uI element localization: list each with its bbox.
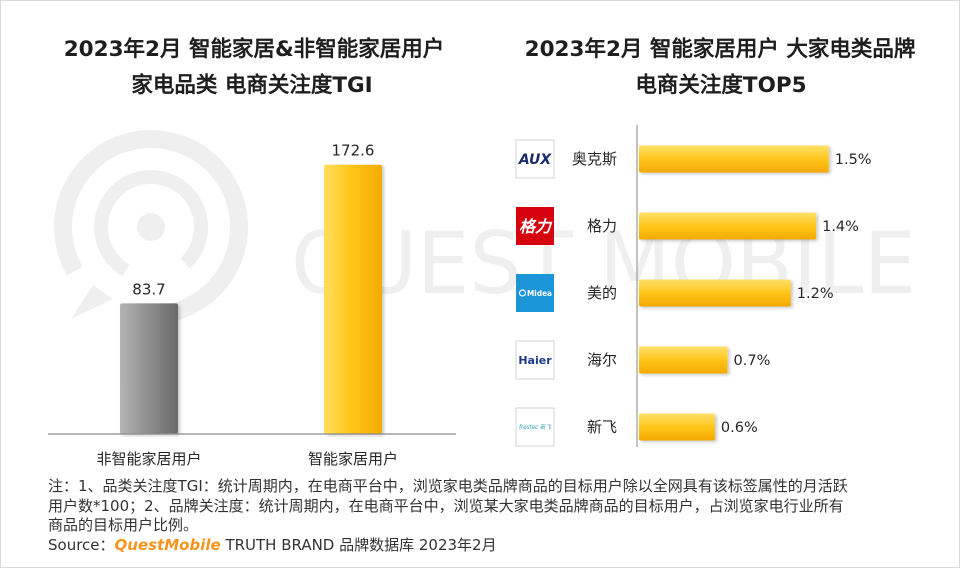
brand-value-label: 1.5%	[835, 152, 872, 168]
watermark: QUEST MOBILE	[53, 130, 916, 324]
brand-name-label: 奥克斯	[572, 150, 617, 168]
brand-bar	[639, 279, 791, 307]
logo-background	[515, 139, 555, 179]
logo-background	[516, 274, 554, 312]
tgi-bar	[120, 303, 178, 434]
brand-value-label: 0.6%	[721, 420, 758, 436]
brand-bar	[639, 346, 728, 374]
brand-value-label: 0.7%	[734, 353, 771, 369]
logo-background	[516, 207, 554, 245]
brand-chart-title-line-2: 电商关注度TOP5	[635, 72, 806, 98]
watermark-logo-icon	[53, 130, 248, 324]
tgi-chart: 2023年2月 智能家居&非智能家居用户 家电品类 电商关注度TGI 83.7 非…	[48, 36, 456, 468]
logo-text: 格力	[519, 217, 553, 236]
note-line: 用户数*100；2、品牌关注度：统计周期内，在电商平台中，浏览某大家电类品牌商品…	[48, 496, 844, 515]
brand-name-label: 新飞	[587, 418, 617, 436]
logo-text: Midea	[527, 289, 552, 298]
note-line: 商品的目标用户比例。	[48, 516, 199, 534]
tgi-bar	[324, 164, 382, 434]
logo-text: frestec 新飞	[519, 423, 552, 431]
source-label: Source：	[48, 535, 115, 554]
brand-name-label: 格力	[587, 217, 617, 235]
brand-value-label: 1.2%	[797, 286, 834, 302]
logo-background	[515, 340, 555, 380]
brand-plot-area: 1.5% 奥克斯 AUX 1.4% 格力 格力 1.2% 美的 Midea 0.7% 海尔 Haier…	[515, 139, 872, 447]
tgi-category-label: 智能家居用户	[308, 450, 398, 468]
brand-chart: 2023年2月 智能家居用户 大家电类品牌 电商关注度TOP5 1.5% 奥克斯 A…	[515, 36, 916, 447]
brand-name-label: 海尔	[587, 351, 617, 369]
aux-logo: AUX	[515, 139, 555, 179]
tgi-chart-title-line-1: 2023年2月 智能家居&非智能家居用户	[64, 36, 445, 62]
midea-emblem-icon	[518, 289, 527, 297]
frestec-logo: frestec 新飞	[515, 407, 555, 447]
gree-logo: 格力	[516, 207, 554, 245]
tgi-chart-title-line-2: 家电品类 电商关注度TGI	[131, 72, 372, 98]
tgi-value-label: 172.6	[332, 142, 375, 160]
note-line: 注：1、品类关注度TGI：统计周期内，在电商平台中，浏览家电类品牌商品的目标用户…	[48, 477, 848, 495]
source-detail: TRUTH BRAND 品牌数据库 2023年2月	[220, 535, 497, 554]
midea-logo: Midea	[516, 274, 554, 312]
source-line: Source：QuestMobile TRUTH BRAND 品牌数据库 202…	[48, 536, 948, 556]
logo-text: AUX	[518, 152, 553, 168]
brand-name-label: 美的	[587, 284, 617, 302]
source-brand: QuestMobile	[114, 535, 221, 554]
logo-text: Haier	[518, 354, 552, 367]
tgi-value-label: 83.7	[132, 280, 165, 298]
brand-chart-title-line-1: 2023年2月 智能家居用户 大家电类品牌	[525, 36, 916, 62]
logo-background	[515, 407, 555, 447]
brand-value-label: 1.4%	[822, 219, 859, 235]
brand-bar	[639, 413, 715, 441]
footnotes: 注：1、品类关注度TGI：统计周期内，在电商平台中，浏览家电类品牌商品的目标用户…	[48, 477, 948, 555]
brand-bar	[639, 212, 817, 240]
brand-bar	[639, 145, 829, 173]
tgi-category-label: 非智能家居用户	[96, 450, 201, 468]
haier-logo: Haier	[515, 340, 555, 380]
tgi-plot-area: 83.7 非智能家居用户 172.6 智能家居用户	[96, 142, 398, 468]
